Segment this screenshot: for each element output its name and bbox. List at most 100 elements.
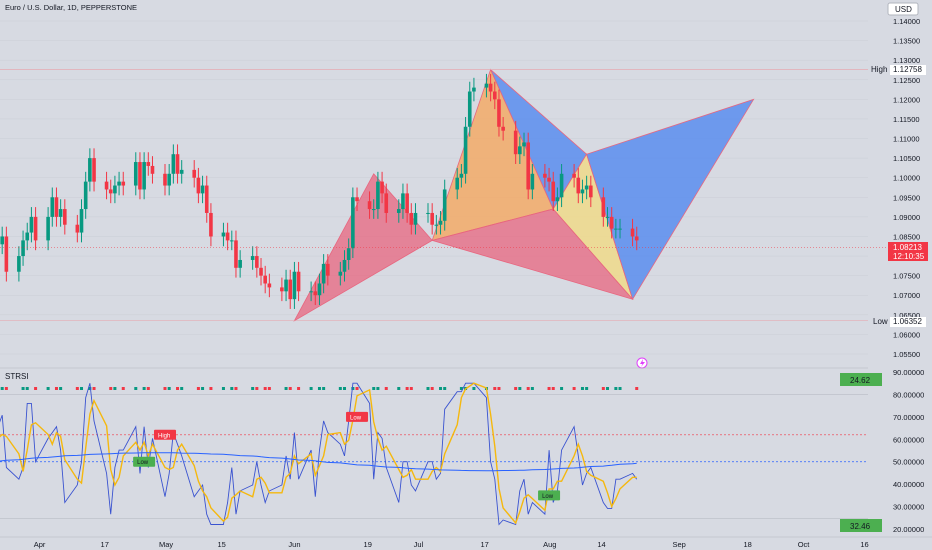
signal-dot — [317, 387, 321, 390]
candle — [79, 209, 84, 233]
signal-dot — [585, 387, 589, 390]
candle — [200, 185, 205, 194]
bar-countdown: 12:10:35 — [893, 252, 925, 261]
signal-dot — [288, 387, 292, 390]
candle — [225, 232, 230, 241]
fast-line — [0, 382, 637, 525]
signal-dot — [322, 387, 326, 390]
candle — [346, 248, 351, 260]
indicator-tick-label: 90.00000 — [893, 368, 924, 377]
candle — [380, 181, 384, 194]
signal-dot — [409, 387, 413, 390]
candle — [83, 181, 88, 210]
candle — [580, 189, 585, 194]
candle — [434, 224, 439, 226]
indicator-tick-label: 20.00000 — [893, 525, 924, 534]
indicator-tick-label: 40.00000 — [893, 480, 924, 489]
candle — [543, 173, 547, 178]
candle — [196, 177, 201, 194]
signal-dot — [234, 387, 238, 390]
signal-dot — [209, 387, 213, 390]
indicator-top-value: 24.62 — [850, 376, 871, 385]
signal-dot — [25, 387, 29, 390]
candle — [584, 185, 589, 190]
signal-dot — [618, 387, 622, 390]
indicator-axis[interactable]: 90.00000 80.00000 70.00000 60.00000 50.00000… — [893, 368, 924, 534]
candle — [430, 212, 434, 225]
candle — [413, 212, 418, 225]
low-value-box — [890, 317, 926, 327]
time-tick-label: 18 — [743, 540, 751, 549]
lightning-icon[interactable] — [636, 357, 648, 369]
signal-label-box — [538, 490, 561, 501]
candle — [526, 142, 530, 190]
candle — [555, 197, 560, 202]
price-axis[interactable]: 1.14000 1.13500 1.13000 1.12500 1.12000 1.115… — [893, 17, 920, 359]
candle — [171, 154, 176, 174]
time-tick-label: 14 — [597, 540, 605, 549]
time-tick-label: 19 — [364, 540, 372, 549]
candle — [63, 209, 67, 225]
candle — [21, 240, 25, 257]
candle — [259, 267, 263, 276]
signal-dot — [163, 387, 167, 390]
candle — [104, 181, 109, 190]
candle — [405, 193, 409, 213]
signal-dot — [142, 387, 146, 390]
candle — [522, 142, 526, 147]
signal-dot — [405, 387, 409, 390]
signal-dot — [580, 387, 584, 390]
candle — [614, 228, 618, 230]
price-tick-label: 1.06500 — [893, 311, 920, 320]
candle — [204, 185, 209, 213]
signal-label: Low — [137, 460, 149, 466]
time-tick-label: Jun — [288, 540, 300, 549]
candle — [17, 256, 21, 272]
indicator-tick-label: 80.00000 — [893, 390, 924, 399]
signal-dot — [54, 387, 58, 390]
candle — [313, 291, 318, 296]
candle — [175, 154, 180, 174]
candle — [384, 193, 389, 213]
candle — [4, 236, 9, 272]
low-label: Low — [873, 317, 888, 326]
signal-dot — [459, 387, 463, 390]
signal-dot — [230, 387, 234, 390]
time-axis[interactable]: Apr 17 May 15 Jun 19 Jul 17 Aug 14 Sep 18 Oct 16 — [34, 540, 869, 549]
time-tick-label: Aug — [543, 540, 556, 549]
signal-dot — [309, 387, 313, 390]
currency-badge[interactable] — [887, 2, 919, 16]
candle — [409, 212, 414, 225]
price-tick-label: 1.10000 — [893, 174, 920, 183]
candle — [229, 240, 234, 242]
candle — [25, 232, 30, 241]
signal-dot — [180, 387, 184, 390]
signal-dot — [167, 387, 171, 390]
candle — [530, 173, 535, 190]
indicator-tick-label: 50.00000 — [893, 458, 924, 467]
candle — [238, 259, 242, 268]
candle — [250, 256, 255, 260]
candle — [572, 173, 576, 178]
candle — [255, 256, 259, 268]
signal-label-box — [133, 456, 156, 467]
last-price-marker: 1.08213 12:10:35 — [888, 242, 928, 261]
signal-dot — [514, 387, 518, 390]
candle — [108, 189, 113, 194]
candle — [54, 197, 59, 217]
low-value: 1.06352 — [893, 317, 922, 326]
indicator-tick-label: 30.00000 — [893, 503, 924, 512]
time-tick-label: Oct — [798, 540, 811, 549]
candle — [321, 263, 326, 284]
signal-dot — [201, 387, 205, 390]
candle — [467, 91, 472, 127]
candle — [438, 220, 443, 225]
candle — [309, 291, 313, 293]
candle — [138, 162, 142, 190]
signal-dot — [635, 387, 639, 390]
candle — [497, 99, 501, 127]
candle — [92, 158, 96, 182]
reference-lines — [0, 69, 888, 321]
indicator-top-value-box — [840, 373, 882, 386]
